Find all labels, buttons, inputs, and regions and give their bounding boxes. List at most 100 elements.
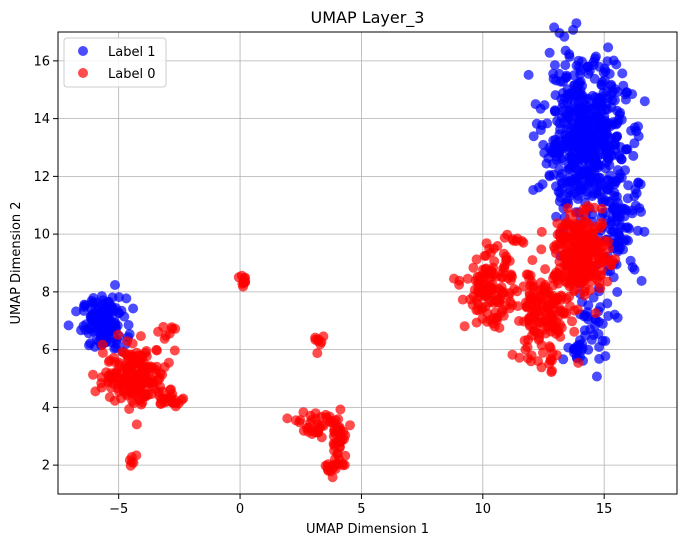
data-point: [541, 158, 552, 169]
data-point: [310, 408, 321, 419]
data-point: [312, 348, 323, 359]
data-point: [167, 397, 178, 408]
data-point: [531, 118, 542, 129]
legend-label-1: Label 1: [108, 45, 155, 60]
data-point: [127, 338, 138, 349]
data-point: [621, 87, 632, 98]
data-point: [494, 293, 505, 304]
data-point: [126, 457, 137, 467]
data-point: [544, 341, 555, 352]
data-point: [103, 318, 114, 329]
data-point: [605, 224, 616, 235]
data-point: [459, 321, 470, 332]
data-point: [469, 284, 480, 295]
data-point: [125, 364, 136, 375]
data-point: [585, 250, 596, 261]
data-point: [606, 79, 617, 90]
data-point: [563, 94, 574, 105]
data-point: [627, 262, 638, 273]
data-point: [158, 321, 169, 332]
data-point: [549, 22, 560, 33]
data-point: [471, 254, 482, 265]
data-point: [583, 300, 594, 311]
data-point: [597, 256, 608, 267]
data-point: [138, 391, 149, 402]
data-point: [572, 304, 583, 315]
data-point: [611, 59, 622, 70]
plot-frame: [57, 31, 678, 495]
data-point: [531, 297, 542, 308]
data-point: [571, 138, 582, 149]
data-point: [159, 362, 170, 373]
data-point: [633, 178, 644, 189]
data-point: [131, 419, 142, 430]
data-point: [494, 284, 504, 295]
data-point: [125, 372, 136, 382]
data-point: [617, 68, 628, 79]
data-point: [523, 69, 534, 80]
data-point: [552, 229, 563, 240]
data-point: [561, 70, 572, 81]
data-point: [328, 438, 339, 449]
data-point: [524, 290, 535, 301]
data-point: [549, 241, 559, 252]
data-point: [544, 358, 555, 369]
data-point: [554, 256, 565, 267]
data-point: [589, 152, 600, 163]
data-point: [487, 271, 498, 282]
data-point: [633, 131, 644, 142]
data-points: [63, 18, 650, 483]
data-point: [482, 284, 492, 295]
data-point: [114, 308, 125, 318]
data-point: [498, 263, 509, 274]
data-point: [551, 267, 562, 278]
data-point: [514, 352, 525, 363]
data-point: [596, 203, 607, 214]
data-point: [156, 394, 167, 404]
data-point: [600, 336, 611, 346]
data-point: [106, 370, 117, 381]
data-point: [586, 271, 597, 281]
data-point: [523, 334, 534, 345]
data-point: [544, 47, 555, 58]
data-point: [238, 276, 249, 287]
data-point: [562, 133, 573, 144]
data-point: [552, 218, 563, 229]
data-point: [544, 171, 555, 182]
data-point: [598, 132, 609, 143]
data-point: [600, 351, 611, 362]
data-point: [603, 311, 614, 321]
data-point: [165, 384, 176, 395]
data-point: [527, 255, 538, 266]
data-point: [113, 329, 123, 340]
data-point: [569, 326, 580, 337]
data-point: [328, 462, 339, 473]
data-point: [482, 308, 493, 319]
y-axis-label: UMAP Dimension 2: [9, 201, 24, 324]
data-point: [573, 357, 584, 368]
data-point: [582, 223, 593, 234]
data-point: [334, 454, 344, 465]
data-point: [595, 283, 606, 294]
data-point: [549, 105, 560, 116]
data-point: [108, 378, 119, 389]
data-point: [533, 182, 544, 193]
data-point: [540, 264, 551, 275]
data-point: [110, 280, 120, 290]
data-point: [583, 166, 594, 176]
series-0: [63, 18, 650, 382]
data-point: [110, 357, 120, 368]
data-point: [569, 161, 580, 172]
x-tick-label: 10: [475, 502, 492, 517]
chart-title: UMAP Layer_3: [311, 8, 425, 28]
data-point: [561, 124, 572, 135]
data-point: [169, 345, 180, 356]
data-point: [536, 226, 547, 237]
data-point: [604, 160, 615, 171]
y-tick-label: 12: [33, 170, 50, 185]
data-point: [639, 96, 650, 107]
data-point: [612, 165, 623, 176]
data-point: [303, 426, 314, 437]
data-point: [290, 415, 301, 426]
data-point: [94, 319, 105, 329]
